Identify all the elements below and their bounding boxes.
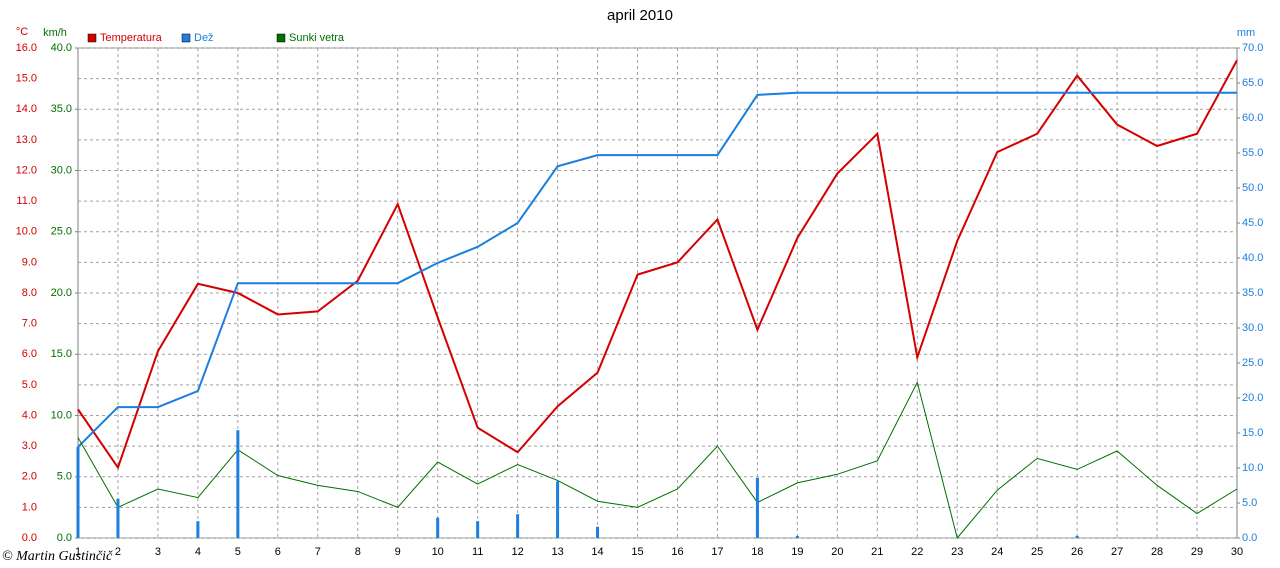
y-tick-label: 4.0: [22, 409, 37, 421]
y2-tick-label: 35.0: [1242, 287, 1263, 299]
rain-bar: [755, 477, 759, 538]
y-tick-label: 2.0: [22, 471, 37, 483]
x-tick-label: 4: [195, 546, 201, 558]
x-tick-label: 28: [1151, 546, 1163, 558]
y2-tick-label: 45.0: [1242, 217, 1263, 229]
x-tick-label: 3: [155, 546, 161, 558]
y2-tick-label: 65.0: [1242, 77, 1263, 89]
y-tick-label: 5.0: [22, 379, 37, 391]
x-tick-label: 26: [1071, 546, 1083, 558]
x-tick-label: 11: [472, 546, 483, 558]
y2-tick-label: 55.0: [1242, 147, 1263, 159]
x-tick-label: 25: [1031, 546, 1043, 558]
y-tick-label: 0.0: [22, 532, 37, 544]
y3-tick-label: 35.0: [51, 103, 72, 115]
y3-tick-label: 5.0: [57, 471, 72, 483]
x-tick-label: 17: [711, 546, 723, 558]
x-tick-label: 16: [671, 546, 683, 558]
x-tick-label: 7: [315, 546, 321, 558]
x-tick-label: 2: [115, 546, 121, 558]
y-tick-label: 12.0: [16, 164, 37, 176]
x-tick-label: 6: [275, 546, 281, 558]
y-tick-label: 13.0: [16, 134, 37, 146]
legend-label: Sunki vetra: [289, 32, 345, 44]
x-tick-label: 22: [911, 546, 923, 558]
y2-tick-label: 40.0: [1242, 252, 1263, 264]
x-tick-label: 1: [75, 546, 81, 558]
x-tick-label: 14: [591, 546, 603, 558]
y-tick-label: 15.0: [16, 73, 37, 85]
x-tick-label: 5: [235, 546, 241, 558]
rain-bar: [1075, 535, 1079, 538]
rain-bar: [556, 481, 560, 538]
legend-swatch: [181, 33, 191, 43]
y-tick-label: 10.0: [16, 226, 37, 238]
y2-tick-label: 25.0: [1242, 357, 1263, 369]
rain-bar: [476, 521, 480, 538]
series-line: [77, 91, 1237, 448]
x-tick-label: 19: [791, 546, 803, 558]
y3-tick-label: 10.0: [51, 409, 72, 421]
y3-axis-label: km/h: [43, 27, 67, 39]
y-tick-label: 3.0: [22, 440, 37, 452]
rain-bar: [116, 498, 120, 538]
legend-label: Dež: [194, 32, 214, 44]
y-tick-label: 6.0: [22, 348, 37, 360]
legend-label: Temperatura: [100, 32, 163, 44]
x-tick-label: 10: [432, 546, 444, 558]
y3-tick-label: 0.0: [57, 532, 72, 544]
y-tick-label: 16.0: [16, 42, 37, 54]
y2-tick-label: 20.0: [1242, 392, 1263, 404]
x-tick-label: 8: [355, 546, 361, 558]
y3-tick-label: 20.0: [51, 287, 72, 299]
rain-bar: [236, 430, 240, 538]
x-tick-label: 18: [751, 546, 763, 558]
x-tick-label: 9: [395, 546, 401, 558]
y2-tick-label: 0.0: [1242, 532, 1257, 544]
x-tick-label: 24: [991, 546, 1003, 558]
x-tick-label: 20: [831, 546, 843, 558]
y2-tick-label: 60.0: [1242, 112, 1263, 124]
y2-tick-label: 10.0: [1242, 462, 1263, 474]
credit: © Martin Gustinčič: [2, 549, 113, 564]
y-axis-label: °C: [16, 26, 28, 38]
y2-tick-label: 5.0: [1242, 497, 1257, 509]
y3-tick-label: 25.0: [51, 226, 72, 238]
legend-swatch: [276, 33, 286, 43]
series-line: [77, 59, 1238, 470]
y2-tick-label: 30.0: [1242, 322, 1263, 334]
chart-title: april 2010: [607, 7, 673, 24]
y-tick-label: 8.0: [22, 287, 37, 299]
x-tick-label: 23: [951, 546, 963, 558]
rain-bar: [76, 447, 80, 538]
y-tick-label: 1.0: [22, 501, 37, 513]
y2-axis-label: mm: [1237, 27, 1255, 39]
rain-bar: [196, 521, 200, 538]
x-tick-label: 27: [1111, 546, 1123, 558]
y-tick-label: 7.0: [22, 318, 37, 330]
series-line: [77, 381, 1238, 540]
y2-tick-label: 50.0: [1242, 182, 1263, 194]
y3-tick-label: 15.0: [51, 348, 72, 360]
x-tick-label: 29: [1191, 546, 1203, 558]
y2-tick-label: 15.0: [1242, 427, 1263, 439]
y-tick-label: 14.0: [16, 103, 37, 115]
x-tick-label: 15: [631, 546, 643, 558]
legend-swatch: [87, 33, 97, 43]
x-tick-label: 13: [551, 546, 563, 558]
y3-tick-label: 30.0: [51, 164, 72, 176]
x-tick-label: 21: [871, 546, 883, 558]
x-tick-label: 30: [1231, 546, 1243, 558]
y2-tick-label: 70.0: [1242, 42, 1263, 54]
rain-bar: [516, 514, 520, 538]
y-tick-label: 11.0: [16, 195, 37, 207]
rain-bar: [436, 517, 440, 538]
rain-bar: [596, 526, 600, 538]
x-tick-label: 12: [511, 546, 523, 558]
y3-tick-label: 40.0: [51, 42, 72, 54]
y-tick-label: 9.0: [22, 256, 37, 268]
rain-bar: [795, 535, 799, 538]
